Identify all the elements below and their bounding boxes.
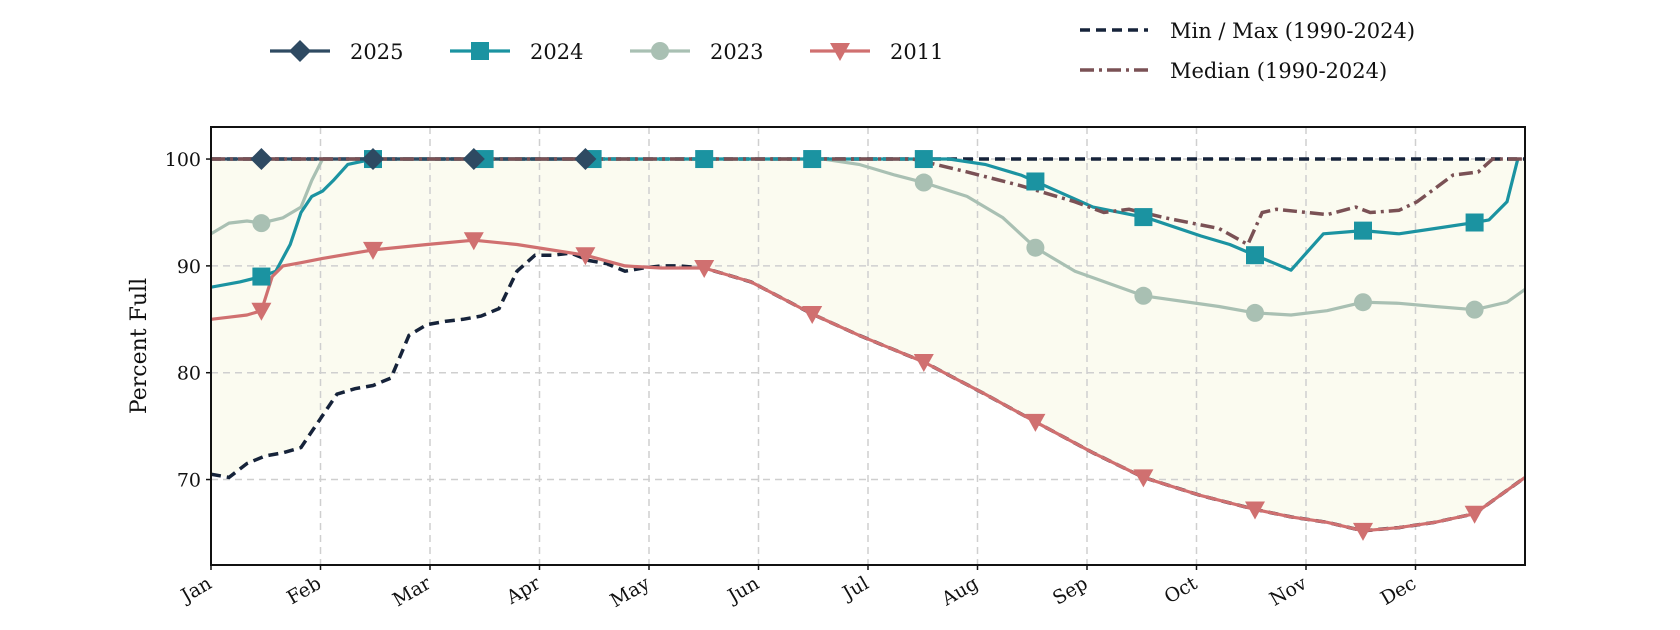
legend-marker-2023 (651, 42, 669, 60)
y-tick-label: 80 (177, 363, 201, 385)
legend-label-min-max: Min / Max (1990-2024) (1170, 19, 1415, 43)
marker-2011 (363, 241, 383, 260)
marker-2025 (462, 148, 485, 171)
legend-label-2024: 2024 (530, 40, 583, 64)
legend-label-median: Median (1990-2024) (1170, 59, 1387, 83)
marker-2011 (251, 302, 272, 321)
legend-label-2025: 2025 (350, 40, 403, 64)
marker-2025 (250, 148, 273, 171)
marker-2011 (1464, 505, 1485, 524)
marker-2024 (1026, 172, 1045, 191)
marker-2011 (575, 247, 596, 266)
x-tick-label: Mar (389, 572, 435, 611)
y-axis-label: Percent Full (127, 278, 152, 414)
marker-2024 (1465, 213, 1484, 232)
marker-2011 (694, 260, 715, 279)
x-tick-label: Jun (722, 572, 763, 608)
marker-2011 (802, 305, 823, 324)
legend-label-2011: 2011 (890, 40, 943, 64)
series-line-2024 (211, 157, 1520, 289)
marker-2011 (1133, 469, 1154, 488)
x-tick-label: Sep (1049, 572, 1092, 609)
marker-2023 (1246, 303, 1264, 322)
series-markers (250, 148, 1485, 541)
marker-2025 (362, 148, 384, 171)
marker-2011 (463, 232, 484, 251)
series-lines (211, 157, 1525, 533)
x-tick-label: Oct (1161, 572, 1202, 608)
marker-2011 (913, 354, 934, 373)
marker-2011 (1353, 522, 1373, 541)
legend-marker-2011 (830, 43, 850, 61)
marker-2011 (1025, 413, 1046, 432)
legend: 2025 2024 2023 2011 Min / Max (1990-2024) Med… (270, 19, 1415, 83)
marker-2023 (914, 173, 933, 192)
x-tick-label: Jul (837, 572, 872, 605)
legend-label-2023: 2023 (710, 40, 763, 64)
x-tick-label: Nov (1266, 572, 1311, 611)
marker-2025 (574, 148, 597, 171)
series-line-2011 (211, 238, 1525, 533)
marker-2024 (695, 150, 714, 169)
y-tick-label: 100 (165, 149, 201, 171)
x-tick-label: Dec (1377, 572, 1420, 610)
x-tick-label: May (607, 572, 654, 612)
marker-2024 (252, 267, 271, 286)
marker-2024 (1246, 246, 1264, 265)
marker-2023 (1134, 286, 1153, 305)
marker-2023 (1465, 300, 1484, 319)
marker-2024 (914, 150, 933, 169)
marker-2023 (1354, 293, 1372, 312)
x-tick-label: Feb (283, 572, 325, 609)
x-tick-label: Jan (176, 572, 216, 608)
marker-2024 (1354, 221, 1372, 240)
grid (211, 127, 1525, 565)
marker-2024 (803, 150, 822, 169)
y-tick-label: 90 (177, 256, 201, 278)
x-tick-label: Aug (937, 572, 982, 611)
marker-2023 (1026, 238, 1045, 257)
marker-2024 (1134, 208, 1153, 227)
marker-2023 (252, 214, 271, 233)
series-line-2023 (211, 157, 1525, 317)
legend-marker-2025 (289, 40, 311, 62)
marker-2011 (1245, 501, 1265, 520)
legend-marker-2024 (471, 42, 489, 60)
x-tick-label: Apr (502, 572, 545, 609)
y-tick-label: 70 (177, 470, 201, 492)
